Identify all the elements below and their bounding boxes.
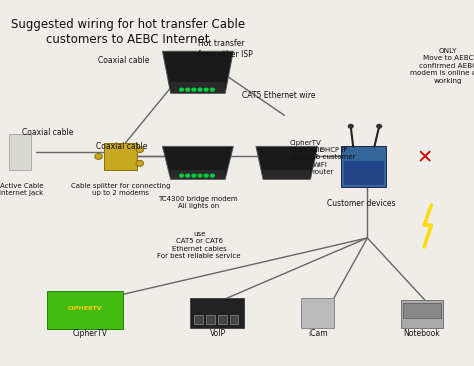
Text: Active Cable
Internet jack: Active Cable Internet jack: [0, 183, 44, 197]
Circle shape: [198, 88, 202, 91]
Text: Suggested wiring for hot transfer Cable
customers to AEBC Internet: Suggested wiring for hot transfer Cable …: [11, 18, 245, 46]
FancyBboxPatch shape: [230, 315, 238, 324]
FancyBboxPatch shape: [194, 315, 203, 324]
Text: Coaxial cable: Coaxial cable: [98, 56, 149, 65]
FancyBboxPatch shape: [401, 300, 443, 328]
FancyBboxPatch shape: [341, 146, 386, 187]
Circle shape: [136, 160, 144, 166]
FancyBboxPatch shape: [171, 170, 225, 179]
FancyBboxPatch shape: [206, 315, 215, 324]
Circle shape: [348, 124, 353, 128]
Text: VoIP: VoIP: [210, 329, 226, 339]
Circle shape: [180, 88, 183, 91]
Polygon shape: [256, 146, 318, 179]
Text: Customer devices: Customer devices: [327, 199, 396, 209]
Text: 1 DHCP IP
To customer
WIFI
router: 1 DHCP IP To customer WIFI router: [313, 147, 355, 175]
Circle shape: [192, 174, 196, 177]
Circle shape: [198, 174, 202, 177]
Text: Coaxial cable: Coaxial cable: [96, 142, 147, 151]
Text: CIPHERTV: CIPHERTV: [68, 306, 103, 311]
Text: iCam: iCam: [308, 329, 328, 339]
Circle shape: [186, 174, 190, 177]
FancyBboxPatch shape: [9, 134, 31, 170]
Text: CipherTV: CipherTV: [73, 329, 108, 339]
FancyBboxPatch shape: [301, 298, 334, 328]
FancyBboxPatch shape: [218, 315, 227, 324]
Circle shape: [210, 88, 214, 91]
Circle shape: [95, 154, 102, 160]
Text: Coaxial cable: Coaxial cable: [22, 128, 73, 137]
Polygon shape: [163, 51, 233, 93]
Text: Cable splitter for connecting
up to 2 modems: Cable splitter for connecting up to 2 mo…: [71, 183, 171, 197]
Text: ONLY
Move to AEBC
confirmed AEBC
modem is online and
working: ONLY Move to AEBC confirmed AEBC modem i…: [410, 48, 474, 83]
Text: ✕: ✕: [416, 148, 432, 167]
Circle shape: [136, 147, 144, 153]
Circle shape: [210, 174, 214, 177]
Text: Notebook: Notebook: [403, 329, 440, 339]
Text: use
CAT5 or CAT6
Ethernet cables
For best reliable service: use CAT5 or CAT6 Ethernet cables For bes…: [157, 231, 241, 259]
FancyBboxPatch shape: [403, 303, 441, 318]
Circle shape: [204, 88, 208, 91]
Circle shape: [186, 88, 190, 91]
Circle shape: [180, 174, 183, 177]
FancyBboxPatch shape: [47, 291, 123, 329]
Circle shape: [192, 88, 196, 91]
FancyBboxPatch shape: [190, 298, 244, 328]
FancyBboxPatch shape: [104, 143, 137, 170]
Text: Hot transfer
from other ISP: Hot transfer from other ISP: [198, 40, 253, 59]
Circle shape: [204, 174, 208, 177]
Polygon shape: [163, 146, 233, 179]
FancyBboxPatch shape: [344, 161, 384, 185]
Text: CAT5 Ethernet wire: CAT5 Ethernet wire: [242, 91, 315, 100]
Circle shape: [377, 124, 382, 128]
Text: CipherTV
Wholesale
modem: CipherTV Wholesale modem: [289, 139, 325, 161]
FancyBboxPatch shape: [171, 82, 225, 93]
FancyBboxPatch shape: [263, 170, 310, 179]
Text: TC4300 bridge modem
All lights on: TC4300 bridge modem All lights on: [158, 196, 238, 209]
